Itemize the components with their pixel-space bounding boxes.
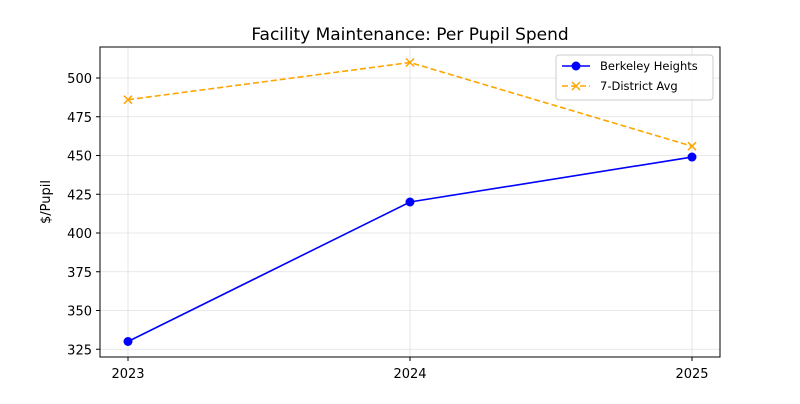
y-tick-label: 425 [67,188,92,203]
data-point-1-1 [405,57,415,68]
x-tick-label: 2024 [393,367,426,382]
legend-label: Berkeley Heights [600,59,698,73]
data-point-1-2 [687,141,697,151]
y-tick-label: 325 [67,343,92,358]
plot-frame [99,46,721,358]
legend: Berkeley Heights 7-District Avg [555,54,714,101]
data-point-0-2 [687,152,697,162]
data-point-1-0 [123,95,133,105]
x-tick-label: 2023 [111,367,144,382]
y-tick-label: 475 [67,111,92,126]
legend-marker [571,61,581,71]
x-marker-stroke [405,57,415,68]
x-marker-stroke [687,141,697,151]
legend-box [555,54,714,101]
x-marker-stroke [123,95,133,105]
y-tick-label: 400 [67,227,92,242]
chart-title: Facility Maintenance: Per Pupil Spend [251,25,568,45]
legend-label: 7-District Avg [600,79,678,93]
y-tick-label: 450 [67,150,92,165]
data-point-0-1 [405,197,415,207]
legend-marker [571,81,581,91]
y-axis-label: $/Pupil [39,180,54,224]
y-tick-label: 500 [67,72,92,87]
y-tick-label: 350 [67,305,92,320]
y-tick-label: 375 [67,266,92,281]
x-tick-label: 2025 [675,367,708,382]
data-point-0-0 [123,337,133,346]
x-marker-stroke [571,81,581,91]
